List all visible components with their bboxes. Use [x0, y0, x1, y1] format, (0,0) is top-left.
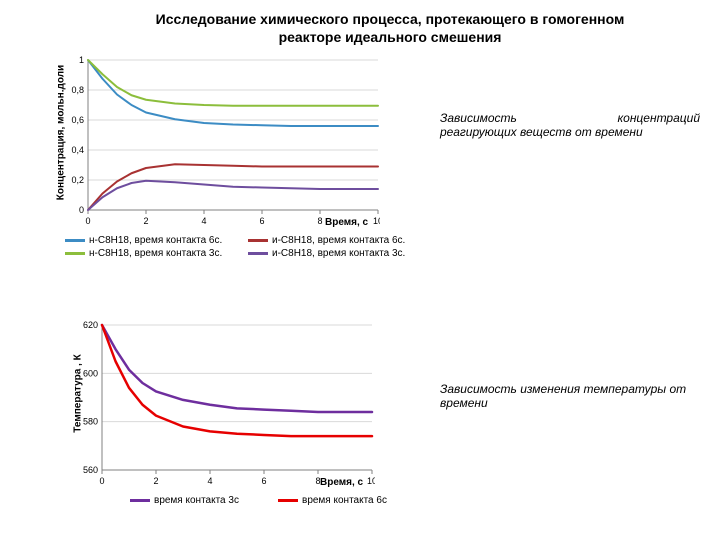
chart1-svg: 00,20,40,60,810246810 — [70, 55, 380, 230]
legend-item-1: н-C8H18, время контакта 6с. — [65, 235, 230, 246]
svg-text:10: 10 — [373, 216, 380, 226]
caption-temperature: Зависимость изменения температуры от вре… — [440, 382, 700, 410]
legend-item-1: время контакта 3с — [130, 495, 260, 506]
temperature-chart: Температура , К 5605806006200246810 Врем… — [80, 320, 400, 490]
svg-text:2: 2 — [143, 216, 148, 226]
svg-text:10: 10 — [367, 476, 375, 486]
chart2-xlabel: Время, с — [320, 477, 363, 488]
svg-text:0,6: 0,6 — [71, 115, 84, 125]
svg-text:0: 0 — [99, 476, 104, 486]
svg-text:620: 620 — [83, 320, 98, 330]
concentration-chart: Концентрация, мольн.доли 00,20,40,60,810… — [70, 55, 410, 230]
legend-label: время контакта 3с — [154, 495, 239, 506]
svg-text:0,8: 0,8 — [71, 85, 84, 95]
legend-label: н-C8H18, время контакта 6с. — [89, 235, 222, 246]
chart2-legend: время контакта 3с время контакта 6с — [130, 495, 408, 508]
svg-text:1: 1 — [79, 55, 84, 65]
legend-swatch — [130, 499, 150, 502]
chart2-ylabel: Температура , К — [73, 334, 84, 454]
legend-label: н-C8H18, время контакта 3с. — [89, 248, 222, 259]
legend-label: и-C8H18, время контакта 3с. — [272, 248, 405, 259]
legend-swatch — [65, 252, 85, 255]
svg-text:560: 560 — [83, 465, 98, 475]
legend-item-2: и-C8H18, время контакта 6с. — [248, 235, 413, 246]
chart2-svg: 5605806006200246810 — [80, 320, 375, 490]
legend-swatch — [278, 499, 298, 502]
legend-swatch — [65, 239, 85, 242]
caption-concentration: Зависимость концентраций реагирующих вещ… — [440, 111, 700, 139]
svg-text:0,4: 0,4 — [71, 145, 84, 155]
svg-text:580: 580 — [83, 417, 98, 427]
svg-text:4: 4 — [207, 476, 212, 486]
svg-text:4: 4 — [201, 216, 206, 226]
legend-swatch — [248, 239, 268, 242]
legend-swatch — [248, 252, 268, 255]
legend-label: время контакта 6с — [302, 495, 387, 506]
legend-label: и-C8H18, время контакта 6с. — [272, 235, 405, 246]
legend-item-3: н-C8H18, время контакта 3с. — [65, 248, 230, 259]
svg-text:0,2: 0,2 — [71, 175, 84, 185]
legend-item-2: время контакта 6с — [278, 495, 408, 506]
svg-text:600: 600 — [83, 368, 98, 378]
svg-text:0: 0 — [79, 205, 84, 215]
page-title: Исследование химического процесса, проте… — [125, 10, 655, 46]
chart1-legend: н-C8H18, время контакта 6с. и-C8H18, вре… — [65, 235, 413, 261]
chart1-xlabel: Время, с — [325, 217, 368, 228]
svg-text:8: 8 — [317, 216, 322, 226]
svg-text:6: 6 — [259, 216, 264, 226]
legend-item-4: и-C8H18, время контакта 3с. — [248, 248, 413, 259]
svg-text:2: 2 — [153, 476, 158, 486]
chart1-ylabel: Концентрация, мольн.доли — [56, 58, 67, 208]
svg-text:0: 0 — [85, 216, 90, 226]
svg-text:6: 6 — [261, 476, 266, 486]
